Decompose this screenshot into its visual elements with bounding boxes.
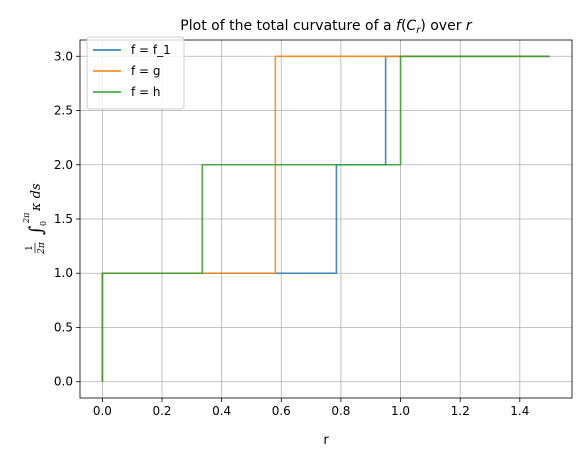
svg-text:1: 1 — [25, 245, 35, 251]
svg-text:κ ds: κ ds — [29, 183, 44, 212]
x-tick-label: 1.0 — [391, 404, 410, 418]
y-tick-label: 1.5 — [54, 212, 73, 226]
svg-text:2π: 2π — [37, 241, 47, 255]
y-tick-label: 0.5 — [54, 320, 73, 334]
x-tick-label: 0.0 — [93, 404, 112, 418]
x-tick-label: 1.4 — [510, 404, 529, 418]
legend-entry: f = f_1 — [131, 43, 171, 57]
svg-text:2π: 2π — [22, 212, 31, 224]
x-axis-label: r — [323, 433, 329, 448]
y-tick-label: 1.0 — [54, 266, 73, 280]
y-axis-label: 1 2π ∫ 0 2π κ ds — [22, 183, 48, 255]
x-tick-label: 1.2 — [451, 404, 470, 418]
legend-entry: f = h — [131, 85, 161, 99]
y-tick-label: 0.0 — [54, 375, 73, 389]
x-tick-label: 0.2 — [152, 404, 171, 418]
x-tick-label: 0.6 — [272, 404, 291, 418]
y-tick-label: 3.0 — [54, 49, 73, 63]
legend: f = f_1f = g f = h — [87, 37, 184, 109]
svg-text:0: 0 — [39, 221, 48, 226]
y-tick-label: 2.0 — [54, 158, 73, 172]
x-tick-label: 0.4 — [212, 404, 231, 418]
x-tick-label: 0.8 — [331, 404, 350, 418]
legend-entry: f = g — [131, 64, 161, 78]
y-tick-label: 2.5 — [54, 104, 73, 118]
chart-title: Plot of the total curvature of a f(Cr) o… — [180, 18, 473, 36]
